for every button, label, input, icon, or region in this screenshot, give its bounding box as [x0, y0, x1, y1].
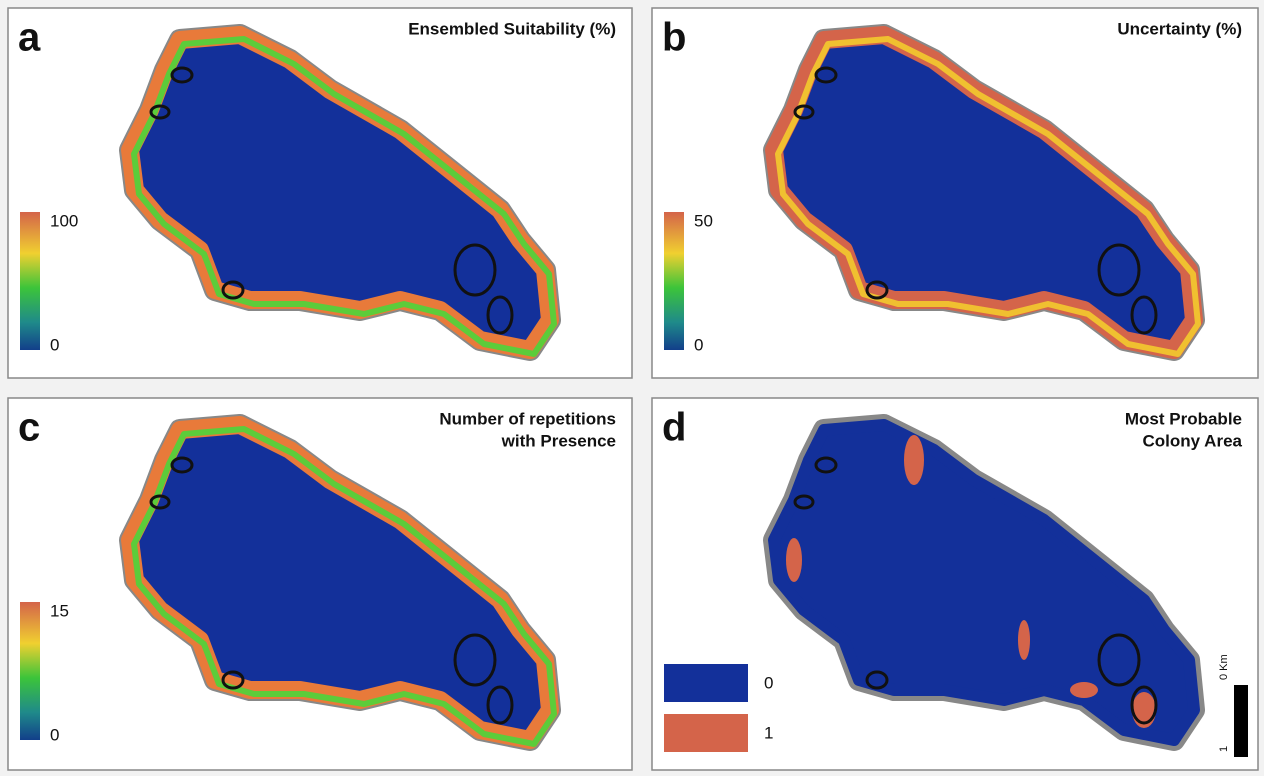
panel-title: Most Probable	[1125, 409, 1242, 428]
colony-outline	[793, 494, 815, 510]
colony-outline	[793, 104, 815, 120]
colony-outline	[486, 685, 514, 725]
scale-label: 0 Km	[1218, 654, 1230, 680]
colony-outline	[170, 66, 194, 84]
colony-outline	[149, 494, 171, 510]
panel-title: Colony Area	[1142, 431, 1242, 450]
panel-title: Ensembled Suitability (%)	[408, 19, 616, 38]
colony-outline	[453, 243, 497, 297]
panel-title: Uncertainty (%)	[1117, 19, 1242, 38]
colony-outline	[221, 670, 245, 690]
colorbar-min: 0	[694, 335, 703, 354]
map-area	[768, 419, 1200, 746]
panel: c Number of repetitions with Presence 15 0	[7, 397, 633, 771]
colony-outline	[1130, 685, 1158, 725]
colony-outline	[170, 456, 194, 474]
colony-outline	[221, 280, 245, 300]
panel: d Most Probable Colony Area 0 1 0 Km 1	[651, 397, 1259, 771]
colony-outline	[1130, 295, 1158, 335]
colony-outline	[453, 633, 497, 687]
colony-outline	[865, 280, 889, 300]
panel: a Ensembled Suitability (%) 100 0	[7, 7, 633, 379]
colorbar	[20, 212, 40, 350]
colorbar	[20, 602, 40, 740]
legend-swatch	[664, 714, 748, 752]
colony-patch	[1018, 620, 1030, 660]
colorbar-min: 0	[50, 335, 59, 354]
colorbar-max: 100	[50, 211, 78, 230]
panel-letter: c	[18, 406, 40, 450]
legend-label: 0	[764, 673, 773, 692]
legend-label: 1	[764, 723, 773, 742]
colony-outline	[865, 670, 889, 690]
colony-outline	[814, 66, 838, 84]
colorbar-max: 15	[50, 601, 69, 620]
map-rim-inner	[131, 426, 557, 747]
scale-bar	[1234, 685, 1248, 757]
colony-patch	[1070, 682, 1098, 698]
colony-outline	[1097, 633, 1141, 687]
colony-outline	[149, 104, 171, 120]
colony-patch	[904, 435, 924, 485]
panel-letter: d	[662, 406, 686, 450]
colony-patch	[786, 538, 802, 582]
panel-letter: b	[662, 16, 686, 60]
panel-letter: a	[18, 16, 41, 60]
colorbar	[664, 212, 684, 350]
colony-outline	[486, 295, 514, 335]
panel-title: with Presence	[501, 431, 616, 450]
panel: b Uncertainty (%) 50 0	[651, 7, 1259, 379]
legend-swatch	[664, 664, 748, 702]
map-rim-inner	[131, 36, 557, 357]
map-rim-inner	[775, 36, 1201, 357]
colony-outline	[814, 456, 838, 474]
scale-label: 1	[1218, 746, 1230, 752]
colony-outline	[1097, 243, 1141, 297]
colorbar-max: 50	[694, 211, 713, 230]
colorbar-min: 0	[50, 725, 59, 744]
panel-title: Number of repetitions	[439, 409, 616, 428]
